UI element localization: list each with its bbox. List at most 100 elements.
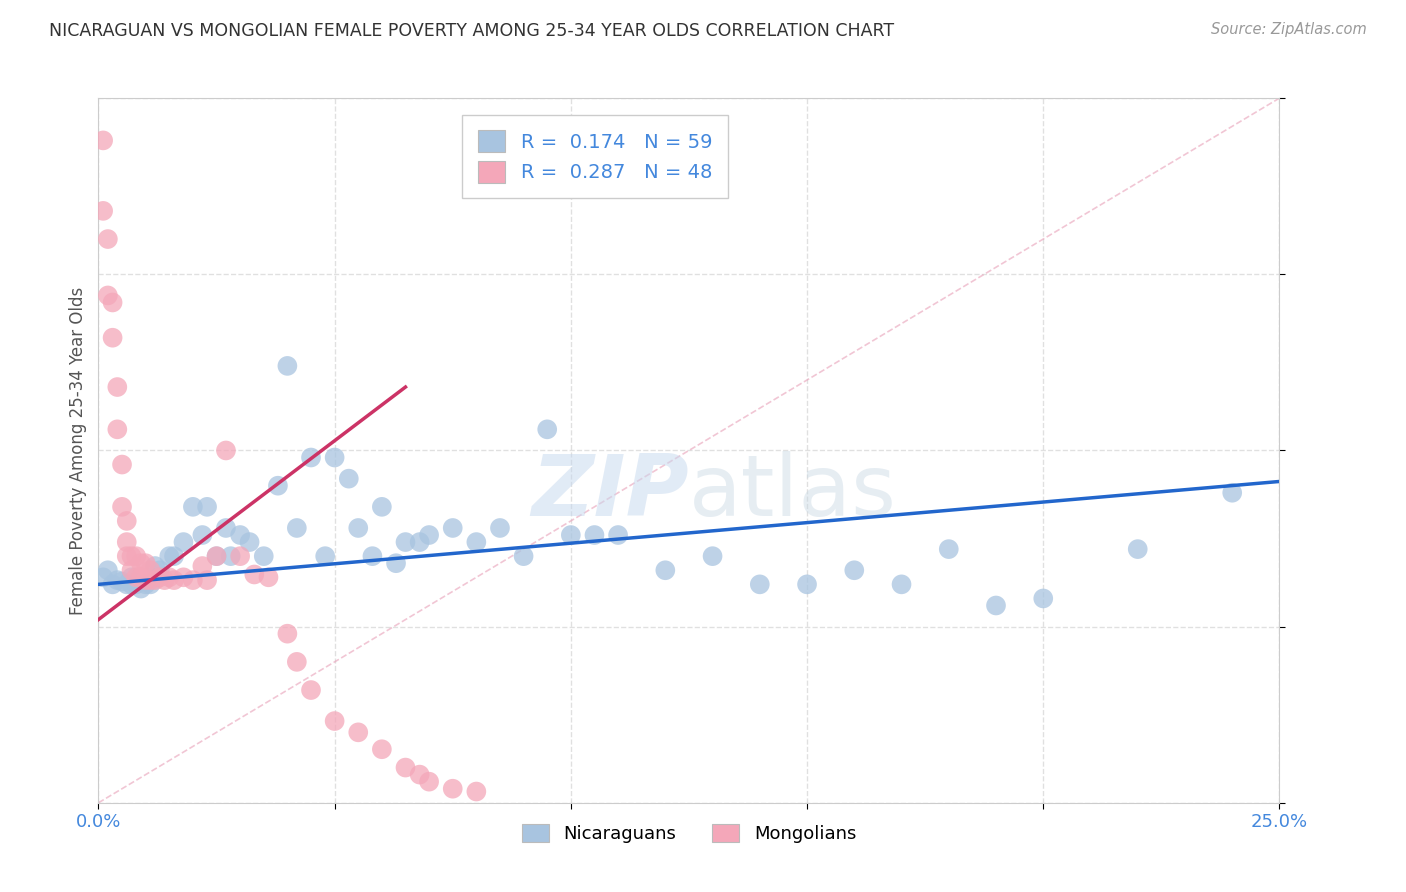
Point [1126, 542, 1149, 557]
Point [101, 295, 124, 310]
Point [347, 521, 370, 535]
Point [337, 472, 360, 486]
Point [135, 573, 157, 587]
Point [135, 577, 157, 591]
Point [371, 500, 394, 514]
Point [243, 567, 266, 582]
Point [276, 359, 298, 373]
Point [654, 563, 676, 577]
Point [97, 288, 120, 302]
Point [408, 767, 430, 781]
Point [121, 570, 143, 584]
Point [121, 549, 143, 564]
Point [105, 422, 128, 436]
Point [607, 528, 630, 542]
Text: atlas: atlas [689, 451, 897, 534]
Point [890, 577, 912, 591]
Point [125, 577, 148, 591]
Point [111, 574, 134, 589]
Point [97, 232, 120, 246]
Point [441, 521, 464, 535]
Point [229, 528, 252, 542]
Point [371, 742, 394, 756]
Point [465, 535, 488, 549]
Point [253, 549, 276, 564]
Point [512, 549, 534, 564]
Point [215, 443, 238, 458]
Point [129, 570, 152, 584]
Point [361, 549, 384, 564]
Point [115, 514, 138, 528]
Point [323, 714, 346, 728]
Point [143, 559, 166, 574]
Point [285, 521, 308, 535]
Point [394, 760, 416, 774]
Point [121, 577, 143, 591]
Point [205, 549, 228, 564]
Point [205, 549, 228, 564]
Point [129, 556, 152, 570]
Point [105, 573, 128, 587]
Point [181, 500, 204, 514]
Point [91, 570, 114, 584]
Point [257, 570, 280, 584]
Point [105, 380, 128, 394]
Point [129, 582, 152, 596]
Point [149, 563, 172, 577]
Point [418, 528, 440, 542]
Point [149, 570, 172, 584]
Point [195, 573, 218, 587]
Point [181, 573, 204, 587]
Point [796, 577, 818, 591]
Point [163, 573, 186, 587]
Point [91, 203, 114, 218]
Point [1032, 591, 1054, 606]
Point [276, 626, 298, 640]
Point [139, 573, 162, 587]
Point [465, 784, 488, 798]
Point [418, 774, 440, 789]
Point [101, 577, 124, 591]
Point [172, 570, 194, 584]
Point [157, 570, 180, 584]
Point [489, 521, 512, 535]
Text: NICARAGUAN VS MONGOLIAN FEMALE POVERTY AMONG 25-34 YEAR OLDS CORRELATION CHART: NICARAGUAN VS MONGOLIAN FEMALE POVERTY A… [49, 22, 894, 40]
Point [153, 573, 176, 587]
Point [299, 450, 322, 465]
Point [139, 563, 162, 577]
Point [125, 570, 148, 584]
Point [583, 528, 606, 542]
Point [195, 500, 218, 514]
Point [91, 133, 114, 147]
Point [239, 535, 262, 549]
Text: Source: ZipAtlas.com: Source: ZipAtlas.com [1211, 22, 1367, 37]
Point [163, 549, 186, 564]
Point [121, 563, 143, 577]
Point [219, 549, 242, 564]
Point [215, 521, 238, 535]
Point [191, 559, 214, 574]
Point [191, 528, 214, 542]
Point [135, 556, 157, 570]
Point [125, 549, 148, 564]
Point [560, 528, 582, 542]
Point [115, 577, 138, 591]
Point [1220, 485, 1243, 500]
Point [394, 535, 416, 549]
Point [408, 535, 430, 549]
Point [938, 542, 960, 557]
Legend: Nicaraguans, Mongolians: Nicaraguans, Mongolians [515, 816, 863, 850]
Point [111, 458, 134, 472]
Point [285, 655, 308, 669]
Point [984, 599, 1007, 613]
Point [347, 725, 370, 739]
Text: ZIP: ZIP [531, 451, 689, 534]
Point [115, 549, 138, 564]
Point [385, 556, 408, 570]
Point [143, 573, 166, 587]
Point [101, 331, 124, 345]
Point [115, 535, 138, 549]
Point [229, 549, 252, 564]
Point [172, 535, 194, 549]
Point [139, 577, 162, 591]
